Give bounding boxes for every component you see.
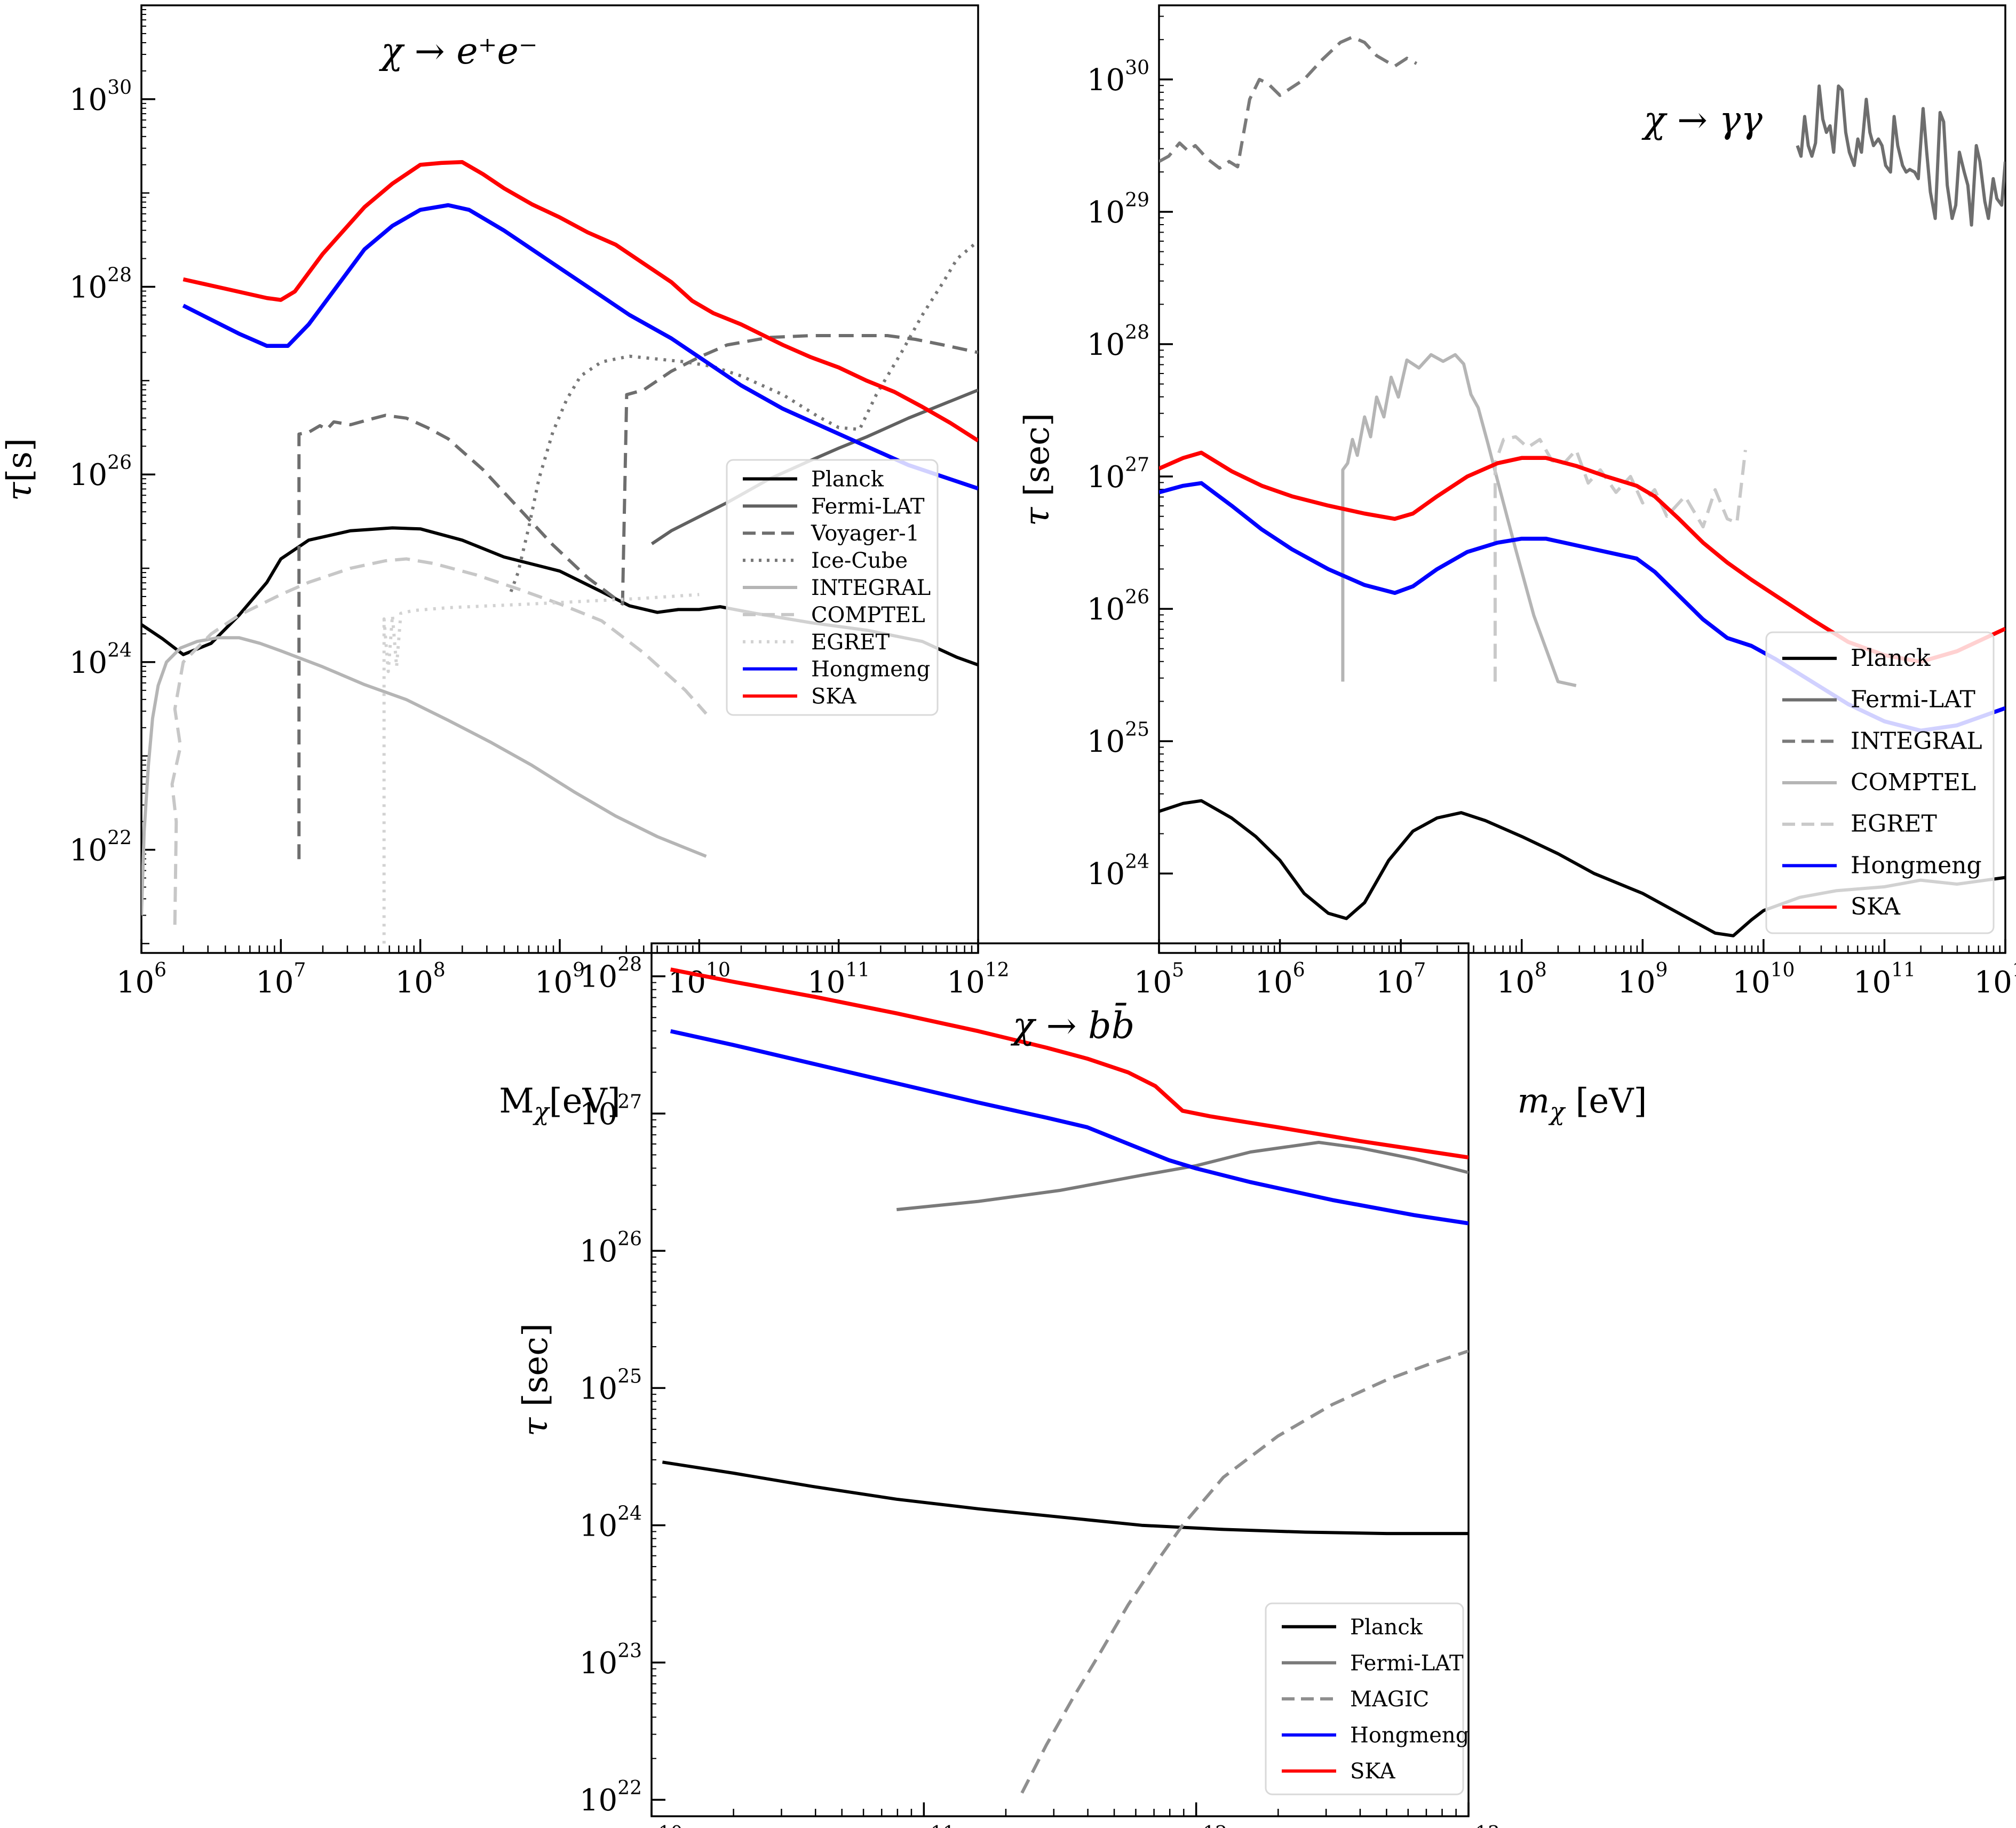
legend-label-egret: EGRET [811,630,890,655]
legend-label-integral: INTEGRAL [811,576,931,600]
x-tick-label: 106 [116,959,166,1000]
legend-label-ice-cube: Ice-Cube [811,549,908,573]
x-tick-label: 109 [535,959,585,1000]
y-axis-label-ee: τ[s] [0,438,39,501]
y-tick-label: 1026 [69,452,132,492]
legend-label-voyager-1: Voyager-1 [811,521,919,546]
y-tick-label: 1024 [69,640,132,680]
x-tick-label: 108 [395,959,446,1000]
series-line-egret [382,593,700,944]
legend-label-planck: Planck [811,467,884,491]
y-tick-label: 1028 [69,265,132,305]
legend-label-fermi-lat: Fermi-LAT [811,494,925,519]
y-tick-label: 1030 [69,77,132,117]
series-line-integral [141,636,707,916]
y-tick-labels: 1022 1024 1026 1028 1030 [69,77,132,868]
x-tick-label: 1010 [668,959,731,1000]
y-tick-label: 1022 [69,828,132,868]
series-line-ska [182,160,978,443]
x-tick-labels: 106 107 108 109 1010 1011 1012 [116,959,1010,1000]
legend-label-hongmeng: Hongmeng [811,657,930,682]
series-line-comptel [170,557,708,925]
legend-label-comptel: COMPTEL [811,603,925,627]
x-axis-label-ee: Mχ[eV] [499,1082,620,1126]
x-tick-label: 1012 [947,959,1009,1000]
x-tick-label: 1011 [807,959,870,1000]
legend-label-ska: SKA [811,685,857,709]
x-tick-label: 107 [256,959,306,1000]
series-line-hongmeng [182,203,978,491]
series-line-voyager-1 [297,334,978,860]
chart-title-ee: χ → e⁺e⁻ [379,30,538,73]
